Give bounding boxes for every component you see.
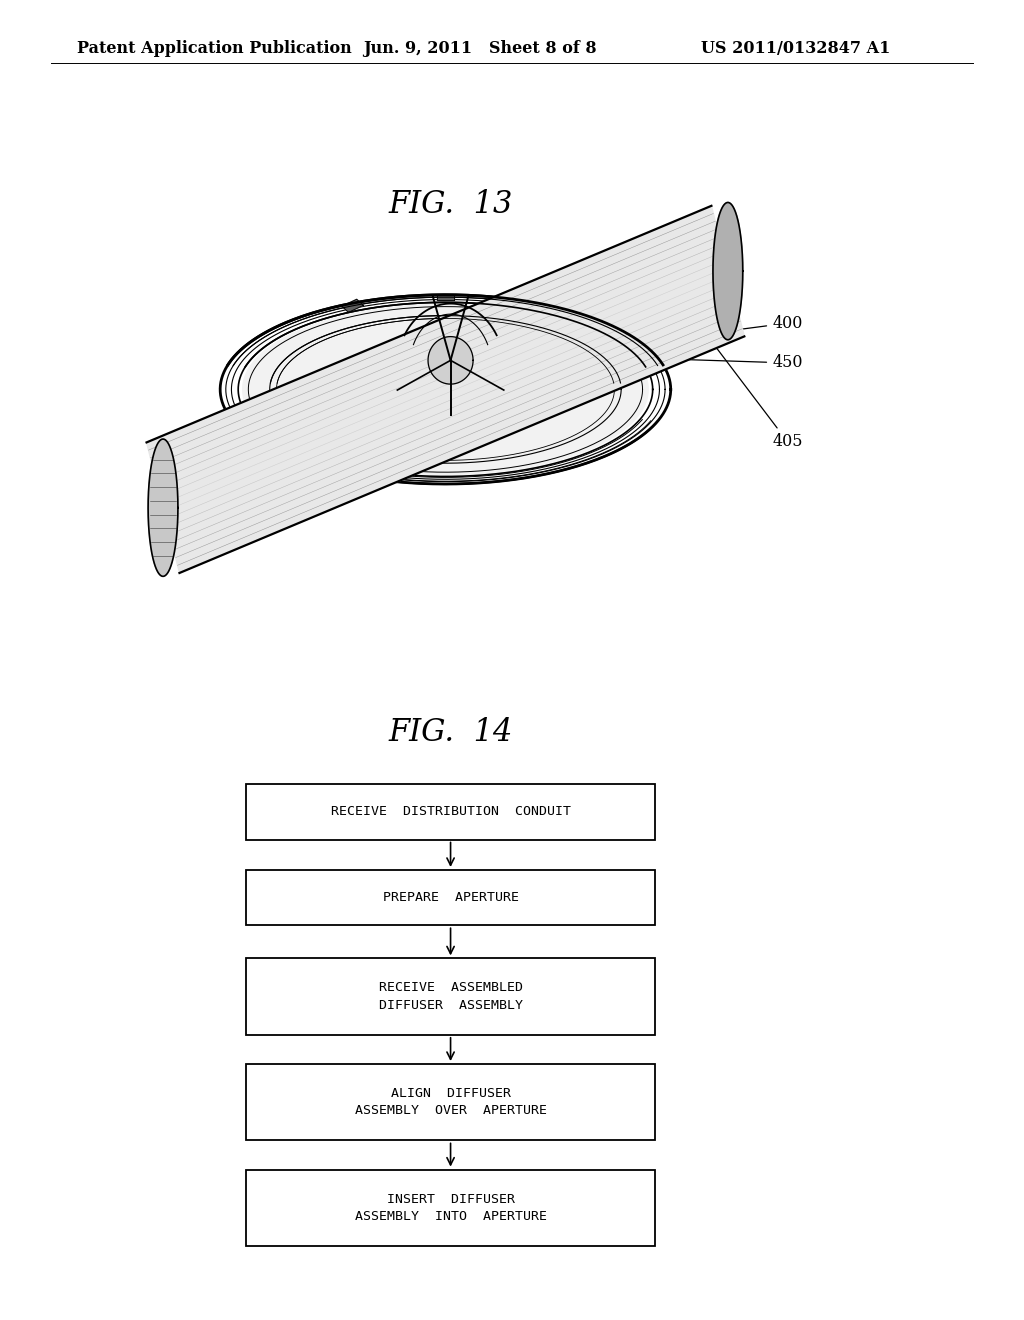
- Polygon shape: [713, 202, 742, 339]
- Text: RECEIVE  ASSEMBLED
DIFFUSER  ASSEMBLY: RECEIVE ASSEMBLED DIFFUSER ASSEMBLY: [379, 981, 522, 1012]
- Text: INSERT  DIFFUSER
ASSEMBLY  INTO  APERTURE: INSERT DIFFUSER ASSEMBLY INTO APERTURE: [354, 1192, 547, 1224]
- FancyBboxPatch shape: [246, 870, 655, 925]
- FancyBboxPatch shape: [246, 958, 655, 1035]
- Text: US 2011/0132847 A1: US 2011/0132847 A1: [701, 40, 891, 57]
- Text: Jun. 9, 2011   Sheet 8 of 8: Jun. 9, 2011 Sheet 8 of 8: [364, 40, 597, 57]
- Text: PREPARE  APERTURE: PREPARE APERTURE: [383, 891, 518, 904]
- FancyBboxPatch shape: [246, 784, 655, 840]
- Text: FIG.  13: FIG. 13: [388, 189, 513, 220]
- Text: FIG.  14: FIG. 14: [388, 717, 513, 748]
- Polygon shape: [527, 300, 549, 313]
- Polygon shape: [428, 337, 473, 384]
- Polygon shape: [148, 440, 178, 577]
- FancyBboxPatch shape: [246, 1170, 655, 1246]
- Text: ALIGN  DIFFUSER
ASSEMBLY  OVER  APERTURE: ALIGN DIFFUSER ASSEMBLY OVER APERTURE: [354, 1086, 547, 1118]
- Text: 405: 405: [688, 312, 803, 450]
- Text: RECEIVE  DISTRIBUTION  CONDUIT: RECEIVE DISTRIBUTION CONDUIT: [331, 805, 570, 818]
- Polygon shape: [437, 294, 454, 301]
- FancyBboxPatch shape: [246, 1064, 655, 1140]
- Polygon shape: [342, 300, 364, 313]
- Polygon shape: [146, 206, 744, 573]
- Text: Patent Application Publication: Patent Application Publication: [77, 40, 351, 57]
- Text: 400: 400: [641, 314, 803, 342]
- Text: 450: 450: [510, 354, 803, 371]
- Polygon shape: [243, 304, 648, 475]
